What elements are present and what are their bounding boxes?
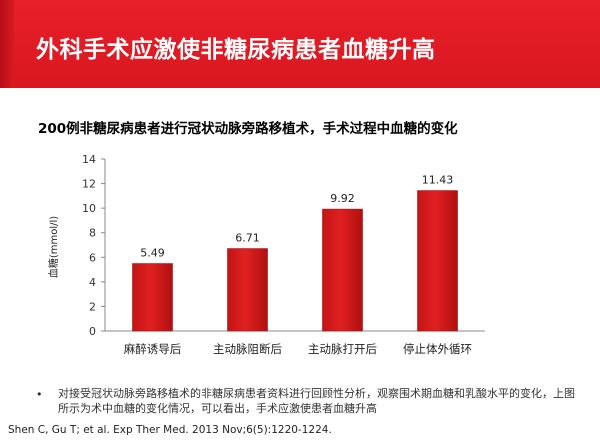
- bar-value-label: 5.49: [140, 247, 165, 260]
- bar-value-label: 6.71: [235, 232, 260, 245]
- y-tick-label: 12: [82, 178, 96, 191]
- bar-value-label: 11.43: [422, 174, 454, 187]
- y-tick-label: 0: [89, 325, 96, 338]
- y-tick-label: 6: [89, 251, 96, 264]
- x-tick-label: 主动脉打开后: [308, 342, 377, 356]
- y-tick-label: 4: [89, 276, 96, 289]
- y-tick-label: 2: [89, 300, 96, 313]
- note-text: 对接受冠状动脉旁路移植术的非糖尿病患者资料进行回顾性分析，观察围术期血糖和乳酸水…: [58, 387, 575, 415]
- y-tick-label: 10: [82, 202, 96, 215]
- bar: [227, 248, 268, 332]
- bar: [417, 190, 458, 332]
- page-title: 外科手术应激使非糖尿病患者血糖升高: [36, 37, 436, 63]
- y-axis-title: 血糖(mmol/l): [47, 216, 60, 278]
- y-tick-label: 14: [82, 153, 96, 166]
- title-banner: 外科手术应激使非糖尿病患者血糖升高: [0, 0, 600, 88]
- bar-value-label: 9.92: [330, 192, 355, 205]
- x-tick-label: 麻醉诱导后: [124, 342, 182, 356]
- y-tick-label: 8: [89, 227, 96, 240]
- banner-accent-stripe: [0, 0, 14, 88]
- x-tick-label: 停止体外循环: [403, 342, 472, 356]
- chart-title: 200例非糖尿病患者进行冠状动脉旁路移植术，手术过程中血糖的变化: [38, 121, 458, 137]
- bar: [322, 208, 363, 332]
- bar-chart: 0 2 4 6 8 10 12 14 血糖(mmol/l) 5.49 麻醉诱导后 6.71 主动脉阻断后…: [47, 153, 485, 356]
- bar: [132, 263, 173, 332]
- citation: Shen C, Gu T; et al. Exp Ther Med. 2013 …: [8, 424, 332, 436]
- x-tick-label: 主动脉阻断后: [213, 342, 282, 356]
- note-bullet: •: [36, 388, 43, 401]
